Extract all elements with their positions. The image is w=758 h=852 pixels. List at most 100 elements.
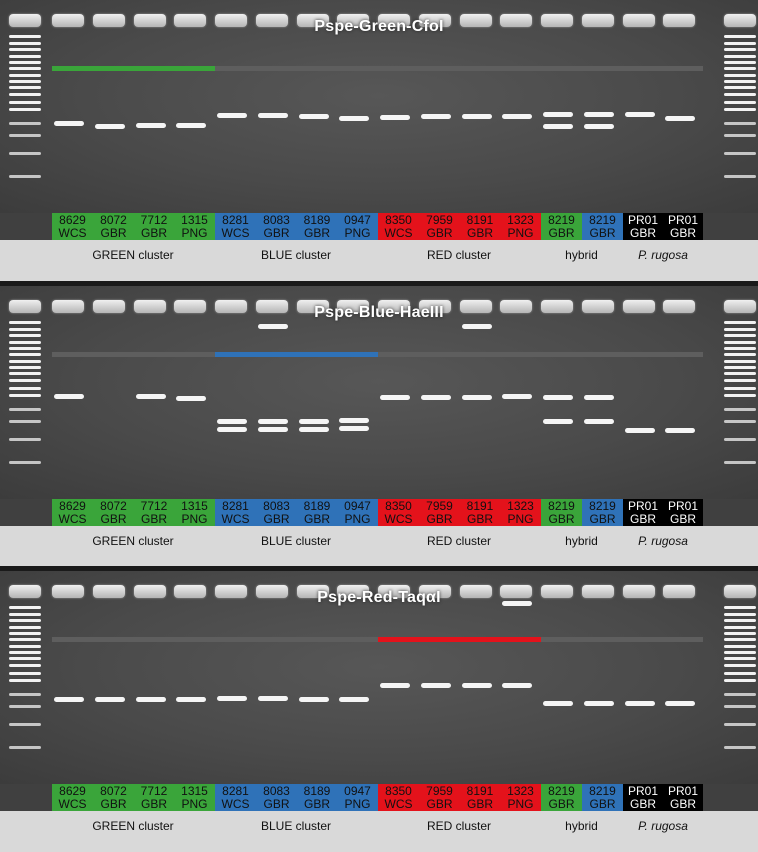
dna-band [136,394,166,399]
sample-label: 1323 PNG [500,499,541,526]
sample-id: 8072 [100,784,127,798]
sample-label: 8219 GBR [541,784,582,811]
sample-id: 8350 [385,499,412,513]
sample-id: 7712 [140,213,168,227]
sample-id: 8189 [303,499,331,513]
dna-band [665,428,695,433]
sample-site: GBR [140,512,167,526]
sample-well [174,300,206,313]
sample-label: 8072 GBR [93,213,134,240]
group-caption: P. rugosa [638,534,688,548]
sample-well [663,14,695,27]
dna-band [625,112,655,117]
sample-site: GBR [303,797,330,811]
ladder-band [724,632,756,635]
dna-band [543,701,573,706]
sample-id: 8219 [548,499,575,513]
dna-band [502,601,532,606]
ladder-band [724,108,756,111]
group-caption: BLUE cluster [260,534,332,548]
sample-well [724,300,756,313]
gel-divider-line [52,637,703,642]
sample-well [52,14,84,27]
sample-id: 1323 [507,784,534,798]
sample-site: GBR [669,512,696,526]
sample-site: PNG [344,512,371,526]
sample-label: 8072 GBR [93,784,134,811]
sample-label: 0947 PNG [337,213,378,240]
sample-site: PNG [507,512,534,526]
ladder-band [9,353,41,356]
ladder-band [724,366,756,369]
group-caption: hybrid [565,248,598,262]
dna-band [462,683,492,688]
sample-well [378,300,410,313]
sample-well [93,300,125,313]
sample-site: GBR [100,512,127,526]
sample-well [256,585,288,598]
sample-site: GBR [589,797,616,811]
ladder-band [9,366,41,369]
sample-label: 8083 GBR [256,499,297,526]
sample-id: 8191 [466,213,494,227]
dna-band [258,696,288,701]
dna-band [54,697,84,702]
sample-label: 8191 GBR [460,213,500,240]
ladder-band [724,408,756,411]
sample-id: 8281 [222,784,249,798]
dna-band [625,701,655,706]
dna-band [584,395,614,400]
dna-band [380,683,410,688]
sample-well [337,300,369,313]
sample-well [460,585,492,598]
sample-site: PNG [507,797,534,811]
sample-well [500,14,532,27]
sample-well [500,585,532,598]
dna-band [584,112,614,117]
sample-label: 8191 GBR [460,784,500,811]
sample-label-strip: 8629 WCS 8072 GBR 7712 GBR 1315 PNG 8281 WCS 8083 G… [0,499,758,526]
sample-well [297,585,329,598]
sample-id: 8189 [303,784,331,798]
sample-site: PNG [344,797,371,811]
sample-site: WCS [384,226,413,240]
sample-label-strip: 8629 WCS 8072 GBR 7712 GBR 1315 PNG 8281 WCS 8083 G… [0,213,758,240]
ladder-band [724,638,756,641]
ladder-band [9,80,41,83]
ladder-band [724,134,756,137]
sample-well [215,585,247,598]
dna-band [462,114,492,119]
sample-site: GBR [466,226,493,240]
ladder-band [724,723,756,726]
ladder-band [9,693,41,696]
sample-well [134,14,166,27]
sample-site: GBR [669,797,696,811]
panel-separator [0,566,758,571]
dna-band [258,419,288,424]
sample-site: GBR [548,226,575,240]
ladder-band [9,619,41,622]
sample-id: 8219 [548,213,575,227]
sample-label: PR01 GBR [623,499,663,526]
sample-label: 7959 GBR [419,213,460,240]
ladder-band [9,152,41,155]
sample-well [52,585,84,598]
sample-site: WCS [58,226,87,240]
sample-id: 8072 [100,213,127,227]
ladder-band [724,353,756,356]
ladder-band [724,175,756,178]
sample-well [215,14,247,27]
sample-label: 8072 GBR [93,499,134,526]
sample-site: GBR [303,226,330,240]
dna-band [543,124,573,129]
group-caption: P. rugosa [638,819,688,833]
sample-site: GBR [263,797,290,811]
dna-band [217,113,247,118]
sample-label: 8629 WCS [52,784,93,811]
dna-band [502,683,532,688]
ladder-band [724,438,756,441]
sample-label: 0947 PNG [337,784,378,811]
ladder-band [9,746,41,749]
sample-well [541,300,573,313]
sample-well [419,585,451,598]
